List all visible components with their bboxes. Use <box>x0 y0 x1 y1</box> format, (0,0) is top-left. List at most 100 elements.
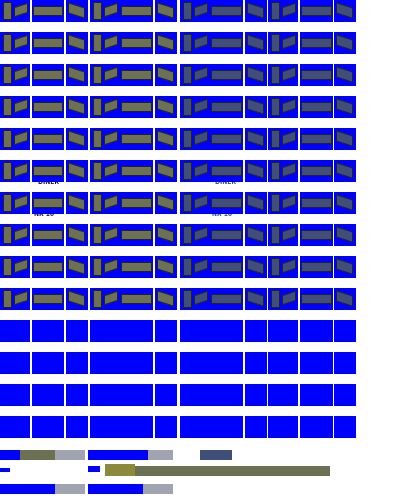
coach-angle-view <box>336 162 353 179</box>
coach-angle-view <box>157 162 174 179</box>
coach-side-view <box>211 6 242 16</box>
coach-angle-view <box>68 130 85 147</box>
coach-angle-view <box>68 162 85 179</box>
coach-sprite-tile <box>120 32 153 54</box>
coach-end-view <box>93 290 102 308</box>
coach-angle-view <box>14 34 28 50</box>
blank-sprite-tile <box>334 320 356 342</box>
coach-end-view <box>183 194 192 212</box>
coach-sprite-tile <box>120 192 153 214</box>
blank-sprite-tile <box>180 352 210 374</box>
coach-angle-view <box>157 2 174 19</box>
coach-sprite-tile <box>0 160 30 182</box>
coach-angle-view <box>194 2 208 18</box>
blue-strip <box>88 466 100 472</box>
coach-sprite-tile <box>90 256 120 278</box>
blank-sprite-tile <box>245 416 267 438</box>
coach-angle-view <box>68 290 85 307</box>
coach-sprite-tile <box>90 128 120 150</box>
blue-coach-strip <box>200 450 232 460</box>
coach-angle-view <box>247 66 264 83</box>
blank-sprite-tile <box>180 416 210 438</box>
blank-sprite-tile <box>180 384 210 406</box>
coach-sprite-tile <box>334 32 356 54</box>
coach-angle-view <box>104 162 118 178</box>
coach-sprite-tile <box>66 288 88 310</box>
coupling-strip <box>148 450 173 460</box>
coach-angle-view <box>336 258 353 275</box>
coach-sprite-tile <box>268 96 298 118</box>
coach-sprite-tile <box>210 224 243 246</box>
coach-side-view <box>33 102 63 112</box>
coach-angle-view <box>157 290 174 307</box>
coach-sprite-tile <box>32 288 64 310</box>
coach-sprite-tile <box>66 160 88 182</box>
coach-sprite-tile <box>180 128 210 150</box>
coach-end-view <box>93 2 102 20</box>
coach-sprite-tile <box>120 96 153 118</box>
coach-side-view <box>211 230 242 240</box>
coach-angle-view <box>282 194 296 210</box>
coach-sprite-tile <box>300 0 333 22</box>
coach-angle-view <box>194 34 208 50</box>
coach-end-view <box>183 34 192 52</box>
coach-end-view <box>93 258 102 276</box>
coach-end-view <box>271 66 280 84</box>
coach-sprite-tile <box>0 224 30 246</box>
blue-strip <box>0 484 55 494</box>
blank-sprite-tile <box>245 320 267 342</box>
blank-sprite-tile <box>32 352 64 374</box>
coach-end-view <box>3 34 12 52</box>
coach-sprite-tile <box>334 224 356 246</box>
blank-sprite-tile <box>0 384 30 406</box>
blank-sprite-tile <box>268 384 298 406</box>
coach-end-view <box>3 290 12 308</box>
coach-side-view <box>121 230 152 240</box>
coach-sprite-tile <box>300 32 333 54</box>
coach-end-view <box>183 162 192 180</box>
blank-sprite-tile <box>32 320 64 342</box>
coach-angle-view <box>68 2 85 19</box>
coach-angle-view <box>247 2 264 19</box>
coach-angle-view <box>282 98 296 114</box>
coach-end-view <box>93 162 102 180</box>
coach-side-view <box>121 134 152 144</box>
coach-sprite-tile <box>210 0 243 22</box>
coach-sprite-tile <box>268 0 298 22</box>
coach-sprite-tile <box>268 256 298 278</box>
coach-side-view <box>121 198 152 208</box>
coach-sprite-tile <box>245 128 267 150</box>
blank-sprite-tile <box>90 384 120 406</box>
coach-sprite-tile <box>180 32 210 54</box>
coach-angle-view <box>68 194 85 211</box>
coach-angle-view <box>157 194 174 211</box>
coach-sprite-tile <box>120 288 153 310</box>
coach-sprite-tile <box>334 256 356 278</box>
coach-sprite-tile <box>66 96 88 118</box>
coach-side-view <box>121 166 152 176</box>
coach-angle-view <box>336 130 353 147</box>
coach-side-view <box>211 38 242 48</box>
coach-angle-view <box>14 290 28 306</box>
blank-sprite-tile <box>90 320 120 342</box>
coach-angle-view <box>157 130 174 147</box>
coach-sprite-tile <box>0 0 30 22</box>
coach-end-view <box>93 130 102 148</box>
coach-sprite-tile <box>32 96 64 118</box>
coach-sprite-tile <box>155 256 177 278</box>
coach-angle-view <box>247 258 264 275</box>
blank-sprite-tile <box>0 352 30 374</box>
coach-sprite-tile <box>120 224 153 246</box>
coach-side-view <box>211 198 242 208</box>
coach-sprite-tile <box>32 0 64 22</box>
olive-coach-strip <box>20 450 55 460</box>
blank-sprite-tile <box>66 320 88 342</box>
coach-angle-view <box>104 130 118 146</box>
coach-sprite-tile <box>210 192 243 214</box>
coach-end-view <box>3 258 12 276</box>
coach-sprite-tile <box>32 32 64 54</box>
coach-side-view <box>301 166 332 176</box>
coach-side-view <box>301 198 332 208</box>
coach-end-view <box>271 2 280 20</box>
coach-sprite-tile <box>300 224 333 246</box>
